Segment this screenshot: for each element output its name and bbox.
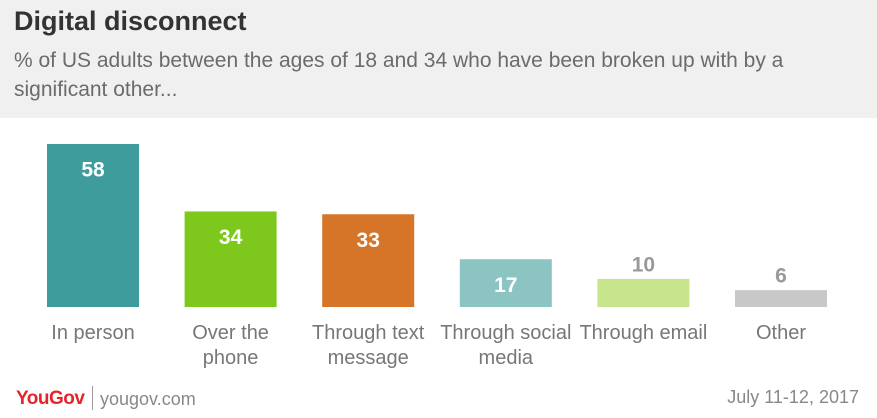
source-url: yougov.com — [100, 389, 196, 409]
x-tick-label: Through text message — [312, 322, 425, 369]
bar — [47, 144, 139, 307]
date: July 11-12, 2017 — [727, 387, 859, 407]
value-label: 33 — [357, 229, 380, 252]
bar — [184, 211, 277, 307]
bar — [459, 259, 552, 307]
separator — [92, 386, 93, 410]
bar — [735, 290, 827, 307]
x-tick-label: Through email — [579, 322, 708, 344]
bar — [322, 214, 415, 307]
bar — [597, 278, 690, 307]
x-tick-label: Through social media — [440, 322, 572, 369]
value-label: 34 — [219, 226, 243, 249]
value-label: 58 — [81, 159, 105, 182]
logo: YouGov — [16, 388, 85, 409]
x-tick-label: Other — [755, 322, 807, 344]
value-label: 6 — [775, 265, 787, 288]
value-label: 10 — [632, 253, 655, 276]
chart-subtitle: % of US adults between the ages of 18 an… — [14, 49, 784, 101]
header-band — [0, 0, 877, 118]
value-label: 17 — [494, 274, 517, 297]
x-tick-label: In person — [51, 322, 135, 344]
chart-title: Digital disconnect — [14, 6, 247, 36]
x-tick-label: Over the phone — [192, 322, 269, 369]
